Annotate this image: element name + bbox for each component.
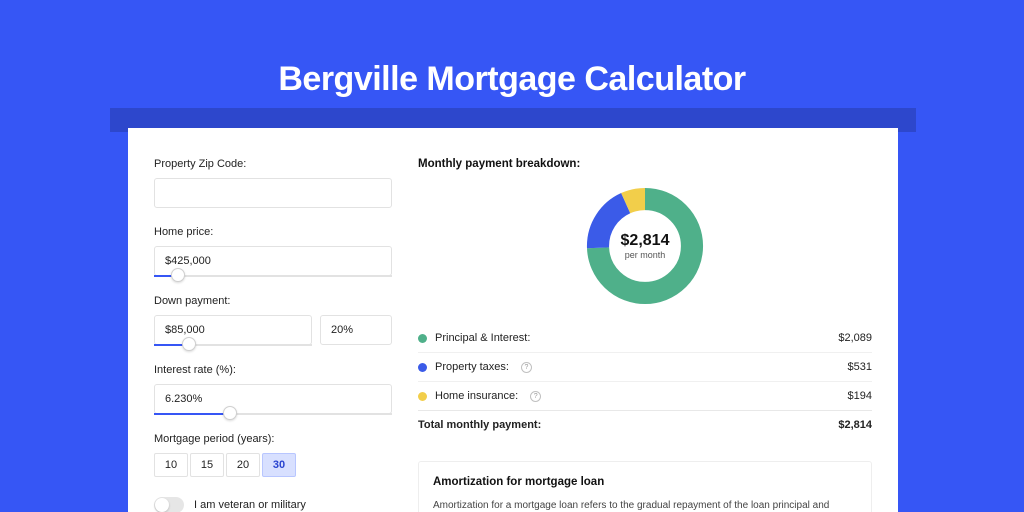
down-label: Down payment:	[154, 295, 392, 307]
down-slider[interactable]	[154, 344, 312, 346]
legend-value: $2,089	[838, 332, 872, 344]
legend: Principal & Interest: $2,089 Property taxe…	[418, 324, 872, 410]
info-icon[interactable]: ?	[521, 362, 532, 373]
zip-input[interactable]	[154, 178, 392, 208]
down-percent-input[interactable]	[320, 315, 392, 345]
legend-row: Home insurance:? $194	[418, 381, 872, 410]
donut-sub: per month	[625, 250, 666, 260]
veteran-label: I am veteran or military	[194, 499, 306, 511]
period-field: Mortgage period (years): 10152030	[154, 433, 392, 477]
legend-dot	[418, 392, 427, 401]
legend-row: Property taxes:? $531	[418, 352, 872, 381]
inputs-column: Property Zip Code: Home price: Down paym…	[154, 158, 392, 512]
down-field: Down payment:	[154, 295, 392, 346]
donut-chart-wrap: $2,814 per month	[418, 184, 872, 308]
price-slider-thumb[interactable]	[171, 268, 185, 282]
rate-slider-thumb[interactable]	[223, 406, 237, 420]
veteran-toggle[interactable]	[154, 497, 184, 512]
legend-row: Principal & Interest: $2,089	[418, 324, 872, 352]
price-label: Home price:	[154, 226, 392, 238]
legend-value: $194	[848, 390, 872, 402]
amortization-title: Amortization for mortgage loan	[433, 476, 857, 488]
amortization-text: Amortization for a mortgage loan refers …	[433, 498, 857, 512]
rate-field: Interest rate (%):	[154, 364, 392, 415]
down-slider-thumb[interactable]	[182, 337, 196, 351]
period-option-15[interactable]: 15	[190, 453, 224, 477]
zip-field: Property Zip Code:	[154, 158, 392, 208]
legend-dot	[418, 363, 427, 372]
legend-label: Property taxes:	[435, 361, 509, 373]
breakdown-column: Monthly payment breakdown: $2,814 per mo…	[418, 158, 872, 512]
veteran-row: I am veteran or military	[154, 497, 392, 512]
price-slider[interactable]	[154, 275, 392, 277]
amortization-box: Amortization for mortgage loan Amortizat…	[418, 461, 872, 512]
legend-label: Home insurance:	[435, 390, 518, 402]
total-row: Total monthly payment: $2,814	[418, 410, 872, 439]
page-root: Bergville Mortgage Calculator Property Z…	[0, 0, 1024, 512]
donut-chart: $2,814 per month	[583, 184, 707, 308]
info-icon[interactable]: ?	[530, 391, 541, 402]
total-value: $2,814	[838, 419, 872, 431]
period-option-20[interactable]: 20	[226, 453, 260, 477]
zip-label: Property Zip Code:	[154, 158, 392, 170]
legend-label: Principal & Interest:	[435, 332, 530, 344]
price-field: Home price:	[154, 226, 392, 277]
legend-dot	[418, 334, 427, 343]
breakdown-title: Monthly payment breakdown:	[418, 158, 872, 170]
period-option-30[interactable]: 30	[262, 453, 296, 477]
legend-value: $531	[848, 361, 872, 373]
donut-amount: $2,814	[621, 232, 670, 250]
rate-label: Interest rate (%):	[154, 364, 392, 376]
period-option-10[interactable]: 10	[154, 453, 188, 477]
price-input[interactable]	[154, 246, 392, 276]
rate-input[interactable]	[154, 384, 392, 414]
down-amount-input[interactable]	[154, 315, 312, 345]
total-label: Total monthly payment:	[418, 419, 541, 431]
rate-slider[interactable]	[154, 413, 392, 415]
period-label: Mortgage period (years):	[154, 433, 392, 445]
page-title: Bergville Mortgage Calculator	[0, 60, 1024, 99]
calculator-card: Property Zip Code: Home price: Down paym…	[128, 128, 898, 512]
